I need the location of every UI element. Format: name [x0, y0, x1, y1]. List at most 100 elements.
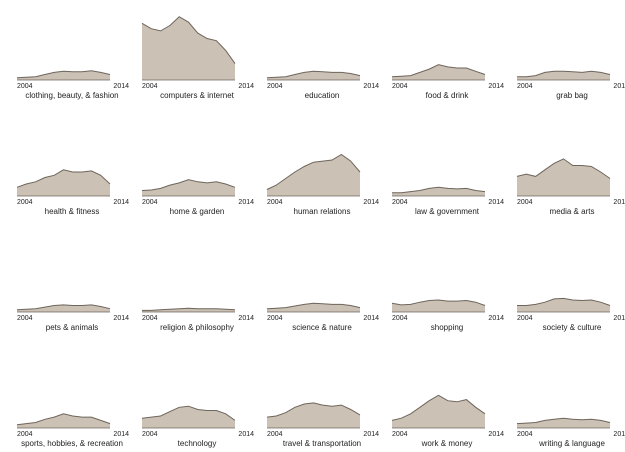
x-tick-label-start: 2004	[142, 83, 158, 90]
area-chart	[266, 402, 361, 429]
series-line	[266, 402, 361, 418]
panel-title: shopping	[430, 323, 464, 332]
series-line	[16, 169, 111, 188]
panel-1: 2004 2014 clothing, beauty, & fashion	[16, 0, 129, 100]
x-tick-label-start: 2004	[267, 431, 283, 438]
x-tick-label-start: 2004	[17, 83, 33, 90]
x-tick-label-start: 2004	[267, 199, 283, 206]
x-tick-label-start: 2004	[17, 431, 33, 438]
panel-title: sports, hobbies, & recreation	[21, 439, 123, 448]
area-chart	[16, 70, 111, 81]
area-chart	[142, 307, 236, 313]
panel-6: 2004 2014 health & fitness	[16, 116, 129, 216]
panel-title: law & government	[414, 207, 480, 216]
panel-14: 2004 2014 shopping	[391, 232, 504, 332]
panel-title: pets & animals	[45, 323, 99, 332]
series-line	[391, 299, 486, 306]
series-area	[517, 158, 610, 196]
x-tick-label-start: 2004	[392, 315, 408, 322]
x-tick-label-end: 2014	[113, 431, 129, 438]
panel-title: health & fitness	[44, 207, 100, 216]
panel-title: human relations	[293, 207, 351, 216]
series-line	[266, 153, 361, 190]
panel-title: science & nature	[292, 323, 352, 332]
panel-title: computers & internet	[160, 91, 234, 100]
x-tick-label-start: 2004	[17, 315, 33, 322]
x-tick-label-end: 2014	[113, 315, 129, 322]
panel-title: technology	[177, 439, 217, 448]
panel-10: 2004 2014 media & arts	[516, 116, 625, 216]
panel-title: religion & philosophy	[160, 323, 234, 332]
x-tick-label-start: 2004	[517, 199, 533, 206]
series-line	[142, 307, 236, 311]
panel-18: 2004 2014 travel & transportation	[266, 348, 379, 448]
series-line	[516, 158, 611, 179]
series-area	[392, 64, 485, 80]
series-area	[267, 71, 360, 80]
area-chart	[16, 169, 111, 197]
area-chart	[16, 304, 111, 313]
panel-15: 2004 2014 society & culture	[517, 232, 625, 332]
series-area	[142, 179, 235, 196]
x-tick-label-end: 2014	[613, 83, 625, 90]
x-tick-label-end: 2014	[363, 431, 379, 438]
panel-17: 2004 2014 technology	[141, 348, 254, 448]
series-line	[392, 186, 486, 194]
panel-12: 2004 2014 religion & philosophy	[142, 232, 254, 332]
area-chart	[391, 299, 486, 313]
x-tick-label-end: 2014	[613, 199, 625, 206]
x-tick-label-start: 2004	[17, 199, 33, 206]
series-area	[267, 303, 360, 312]
x-tick-label-end: 2014	[363, 83, 379, 90]
x-tick-label-start: 2004	[392, 83, 408, 90]
series-line	[266, 302, 361, 310]
x-tick-label-end: 2014	[238, 315, 254, 322]
area-chart	[141, 16, 236, 81]
panel-title: society & culture	[542, 323, 602, 332]
series-area	[392, 395, 485, 428]
area-chart	[392, 186, 486, 197]
series-area	[267, 402, 360, 428]
series-line	[517, 297, 611, 306]
panel-title: writing & language	[539, 439, 605, 448]
x-tick-label-end: 2014	[613, 431, 625, 438]
panel-title: food & drink	[425, 91, 469, 100]
series-area	[517, 298, 610, 312]
x-tick-label-end: 2014	[613, 315, 625, 322]
panel-title: travel & transportation	[282, 439, 362, 448]
area-chart	[391, 64, 486, 81]
series-line	[266, 70, 361, 79]
panel-5: 2004 2014 grab bag	[517, 0, 625, 100]
series-line	[391, 64, 486, 78]
area-chart	[266, 302, 361, 313]
x-tick-label-end: 2014	[113, 199, 129, 206]
panel-title: education	[304, 91, 340, 100]
panel-title: work & money	[421, 439, 473, 448]
panel-8: 2004 2014 human relations	[266, 116, 379, 216]
x-tick-label-end: 2014	[488, 199, 504, 206]
panel-9: 2004 2014 law & government	[392, 116, 504, 216]
x-tick-label-start: 2004	[517, 431, 533, 438]
x-tick-label-start: 2004	[392, 431, 408, 438]
x-tick-label-start: 2004	[517, 83, 533, 90]
series-line	[391, 394, 486, 421]
area-chart	[16, 413, 111, 429]
series-area	[17, 304, 110, 312]
area-chart	[516, 417, 611, 429]
area-chart	[266, 153, 361, 197]
area-chart	[266, 70, 361, 81]
panel-title: grab bag	[556, 91, 588, 100]
x-tick-label-end: 2014	[363, 315, 379, 322]
panel-title: media & arts	[549, 207, 595, 216]
panel-4: 2004 2014 food & drink	[391, 0, 504, 100]
area-chart	[516, 158, 611, 197]
series-area	[267, 154, 360, 196]
x-tick-label-end: 2014	[238, 199, 254, 206]
series-area	[17, 413, 110, 428]
series-line	[141, 16, 236, 64]
panel-7: 2004 2014 home & garden	[141, 116, 254, 216]
series-line	[516, 417, 611, 425]
series-area	[142, 406, 235, 428]
x-tick-label-start: 2004	[267, 83, 283, 90]
series-area	[517, 71, 610, 80]
